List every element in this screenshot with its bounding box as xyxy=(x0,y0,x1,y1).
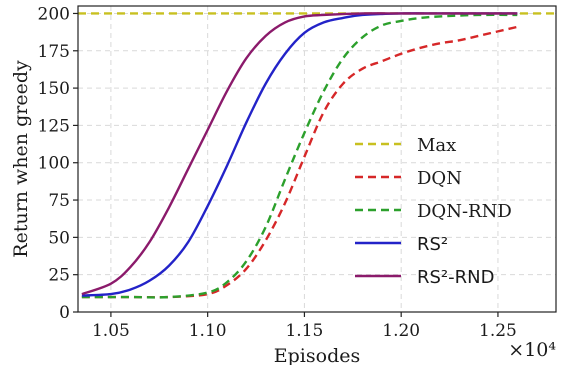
legend-label-rs2: RS² xyxy=(417,234,448,255)
x-axis-title: Episodes xyxy=(274,345,360,365)
series-line-rs2-rnd xyxy=(81,12,518,296)
y-tick-label: 25 xyxy=(48,266,70,286)
y-axis-ticks: 0 25 50 75 100 125 150 175 200 xyxy=(38,4,78,323)
series-layer xyxy=(78,12,556,299)
y-tick-label: 0 xyxy=(59,303,70,323)
y-tick-label: 175 xyxy=(38,42,70,62)
series-line-dqn xyxy=(81,25,518,299)
series-line-dqn-rnd xyxy=(81,13,518,299)
x-tick-label: 1.15 xyxy=(285,321,323,341)
legend-label-rs2-rnd: RS²-RND xyxy=(417,267,494,288)
y-tick-label: 100 xyxy=(38,154,70,174)
x-axis-offset-label: ×10⁴ xyxy=(508,339,556,361)
legend-label-dqn-rnd: DQN-RND xyxy=(417,201,512,222)
x-tick-label: 1.05 xyxy=(92,321,130,341)
y-tick-label: 50 xyxy=(48,228,70,248)
x-tick-label: 1.10 xyxy=(189,321,227,341)
y-tick-label: 150 xyxy=(38,79,70,99)
x-axis-ticks: 1.05 1.10 1.15 1.20 1.25 xyxy=(92,312,517,341)
y-tick-label: 200 xyxy=(38,4,70,24)
plot-frame xyxy=(77,5,557,313)
legend-label-max: Max xyxy=(417,135,456,156)
legend-label-dqn: DQN xyxy=(417,168,462,189)
plot-background xyxy=(78,6,556,312)
x-tick-label: 1.25 xyxy=(479,321,517,341)
y-tick-label: 125 xyxy=(38,116,70,136)
y-axis-title: Return when greedy xyxy=(10,60,32,258)
x-tick-label: 1.20 xyxy=(382,321,420,341)
y-tick-label: 75 xyxy=(48,191,70,211)
legend: Max DQN DQN-RND RS² RS²-RND xyxy=(355,135,512,288)
